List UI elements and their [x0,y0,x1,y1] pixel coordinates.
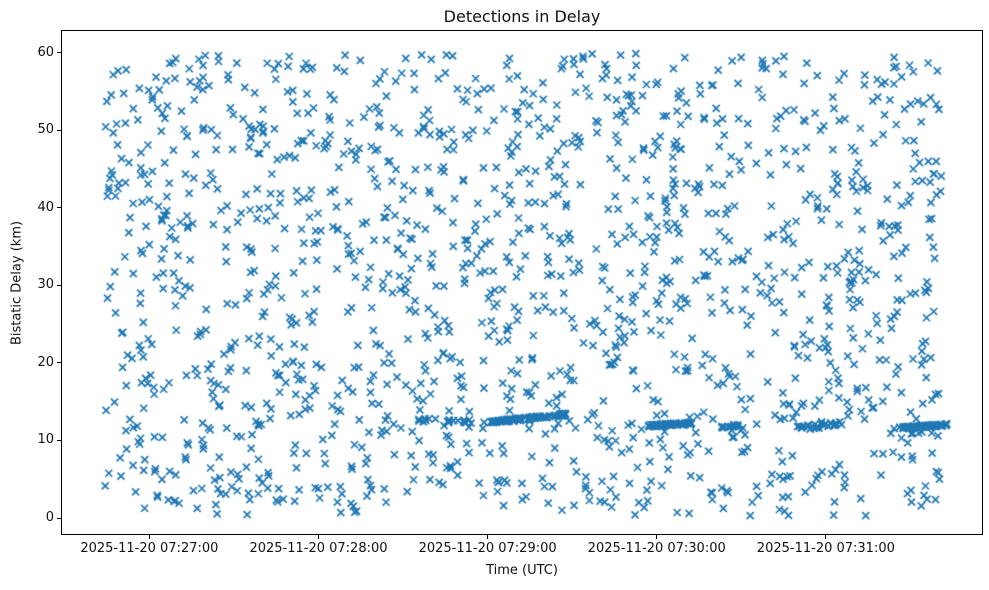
x-tick-mark [825,535,827,539]
y-tick-label: 20 [37,354,54,370]
y-tick-label: 0 [45,510,54,526]
x-axis-label: Time (UTC) [486,563,558,578]
x-tick-mark [487,535,489,539]
y-tick-mark [57,517,61,519]
x-tick-label: 2025-11-20 07:27:00 [80,541,219,556]
y-tick-mark [57,129,61,131]
x-tick-mark [656,535,658,539]
x-tick-label: 2025-11-20 07:28:00 [249,541,388,556]
y-tick-label: 40 [37,199,54,215]
x-tick-mark [148,535,150,539]
scatter-points-canvas [62,31,982,534]
chart-title: Detections in Delay [443,7,601,26]
y-tick-label: 10 [37,432,54,448]
y-tick-mark [57,207,61,209]
x-tick-label: 2025-11-20 07:29:00 [418,541,557,556]
y-tick-label: 60 [37,44,54,60]
y-tick-mark [57,52,61,54]
y-tick-mark [57,362,61,364]
y-tick-label: 30 [37,277,54,293]
plot-area [61,30,983,535]
y-tick-mark [57,439,61,441]
x-tick-mark [317,535,319,539]
y-tick-mark [57,284,61,286]
x-tick-label: 2025-11-20 07:31:00 [756,541,895,556]
y-tick-label: 50 [37,122,54,138]
x-tick-label: 2025-11-20 07:30:00 [587,541,726,556]
